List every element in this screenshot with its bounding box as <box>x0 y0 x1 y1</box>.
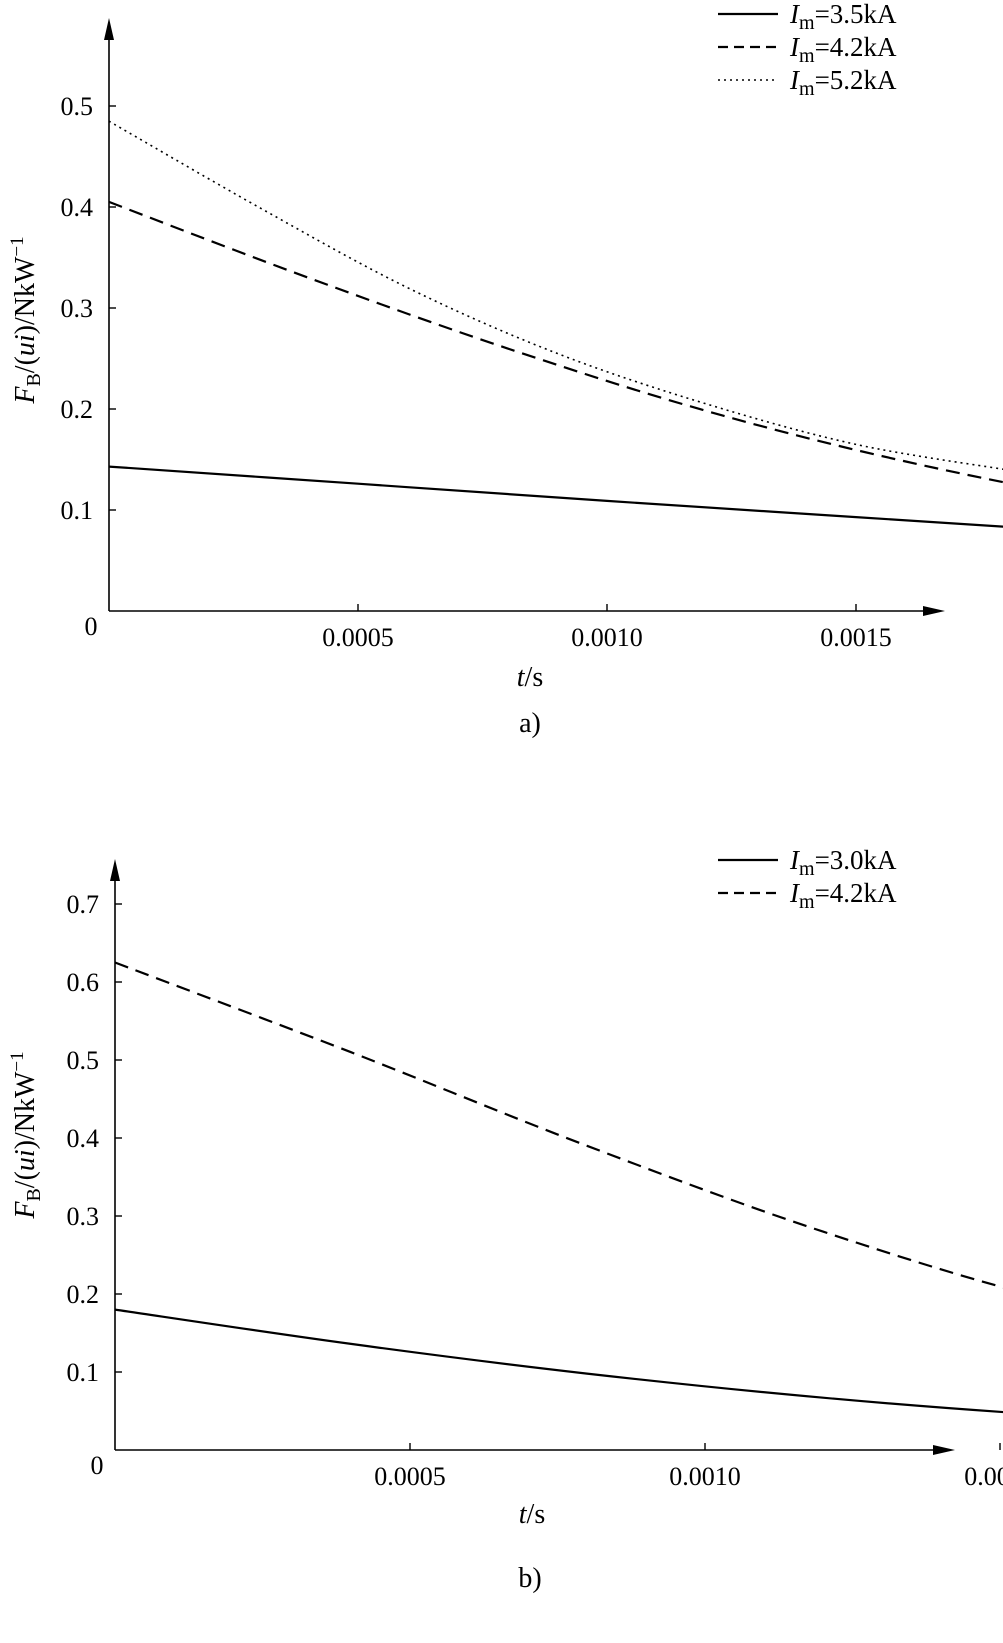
y-tick-label: 0.7 <box>67 890 100 919</box>
x-axis-label: t/s <box>519 1499 545 1530</box>
y-tick-label: 0.1 <box>61 496 94 525</box>
y-axis-label: FB/(ui)/NkW−1 <box>7 1051 45 1219</box>
y-tick-label: 0.6 <box>67 968 100 997</box>
y-tick-label: 0.4 <box>61 193 94 222</box>
y-tick-label: 0.2 <box>61 395 94 424</box>
legend-entry: Im=3.5kA <box>789 0 897 34</box>
chart-panel-b: 00.00050.00100.00150.00200.00250.10.20.3… <box>7 845 1003 1594</box>
x-axis-arrow <box>923 606 945 616</box>
panel-caption: a) <box>519 708 541 739</box>
y-tick-label: 0.2 <box>67 1280 100 1309</box>
legend-entry: Im=4.2kA <box>789 878 897 913</box>
chart-panel-a: 00.00050.00100.00150.00200.00250.00300.1… <box>7 0 1003 739</box>
series-line <box>108 200 1003 484</box>
x-tick-label: 0.0005 <box>322 623 394 652</box>
origin-label: 0 <box>91 1451 104 1480</box>
x-axis-label: t/s <box>517 662 543 693</box>
x-axis-arrow <box>933 1445 955 1455</box>
y-tick-label: 0.3 <box>67 1202 100 1231</box>
panel-caption: b) <box>518 1563 541 1594</box>
origin-label: 0 <box>85 612 98 641</box>
x-tick-label: 0.0010 <box>669 1462 741 1491</box>
legend-entry: Im=3.0kA <box>789 845 897 880</box>
legend-entry: Im=5.2kA <box>789 65 897 100</box>
y-axis-arrow <box>104 18 114 40</box>
x-tick-label: 0.0010 <box>571 623 643 652</box>
y-axis-arrow <box>110 859 120 881</box>
y-axis-label: FB/(ui)/NkW−1 <box>7 236 45 404</box>
legend-entry: Im=4.2kA <box>789 32 897 67</box>
y-tick-label: 0.5 <box>61 92 94 121</box>
series-line <box>108 465 1003 528</box>
y-tick-label: 0.1 <box>67 1358 100 1387</box>
y-tick-label: 0.5 <box>67 1046 100 1075</box>
x-tick-label: 0.0005 <box>374 1462 446 1491</box>
x-tick-label: 0.0015 <box>820 623 892 652</box>
y-tick-label: 0.4 <box>67 1124 100 1153</box>
x-tick-label: 0.0015 <box>964 1462 1003 1491</box>
series-line <box>114 1308 1003 1414</box>
series-line <box>114 961 1003 1289</box>
series-line <box>108 120 1003 471</box>
y-tick-label: 0.3 <box>61 294 94 323</box>
